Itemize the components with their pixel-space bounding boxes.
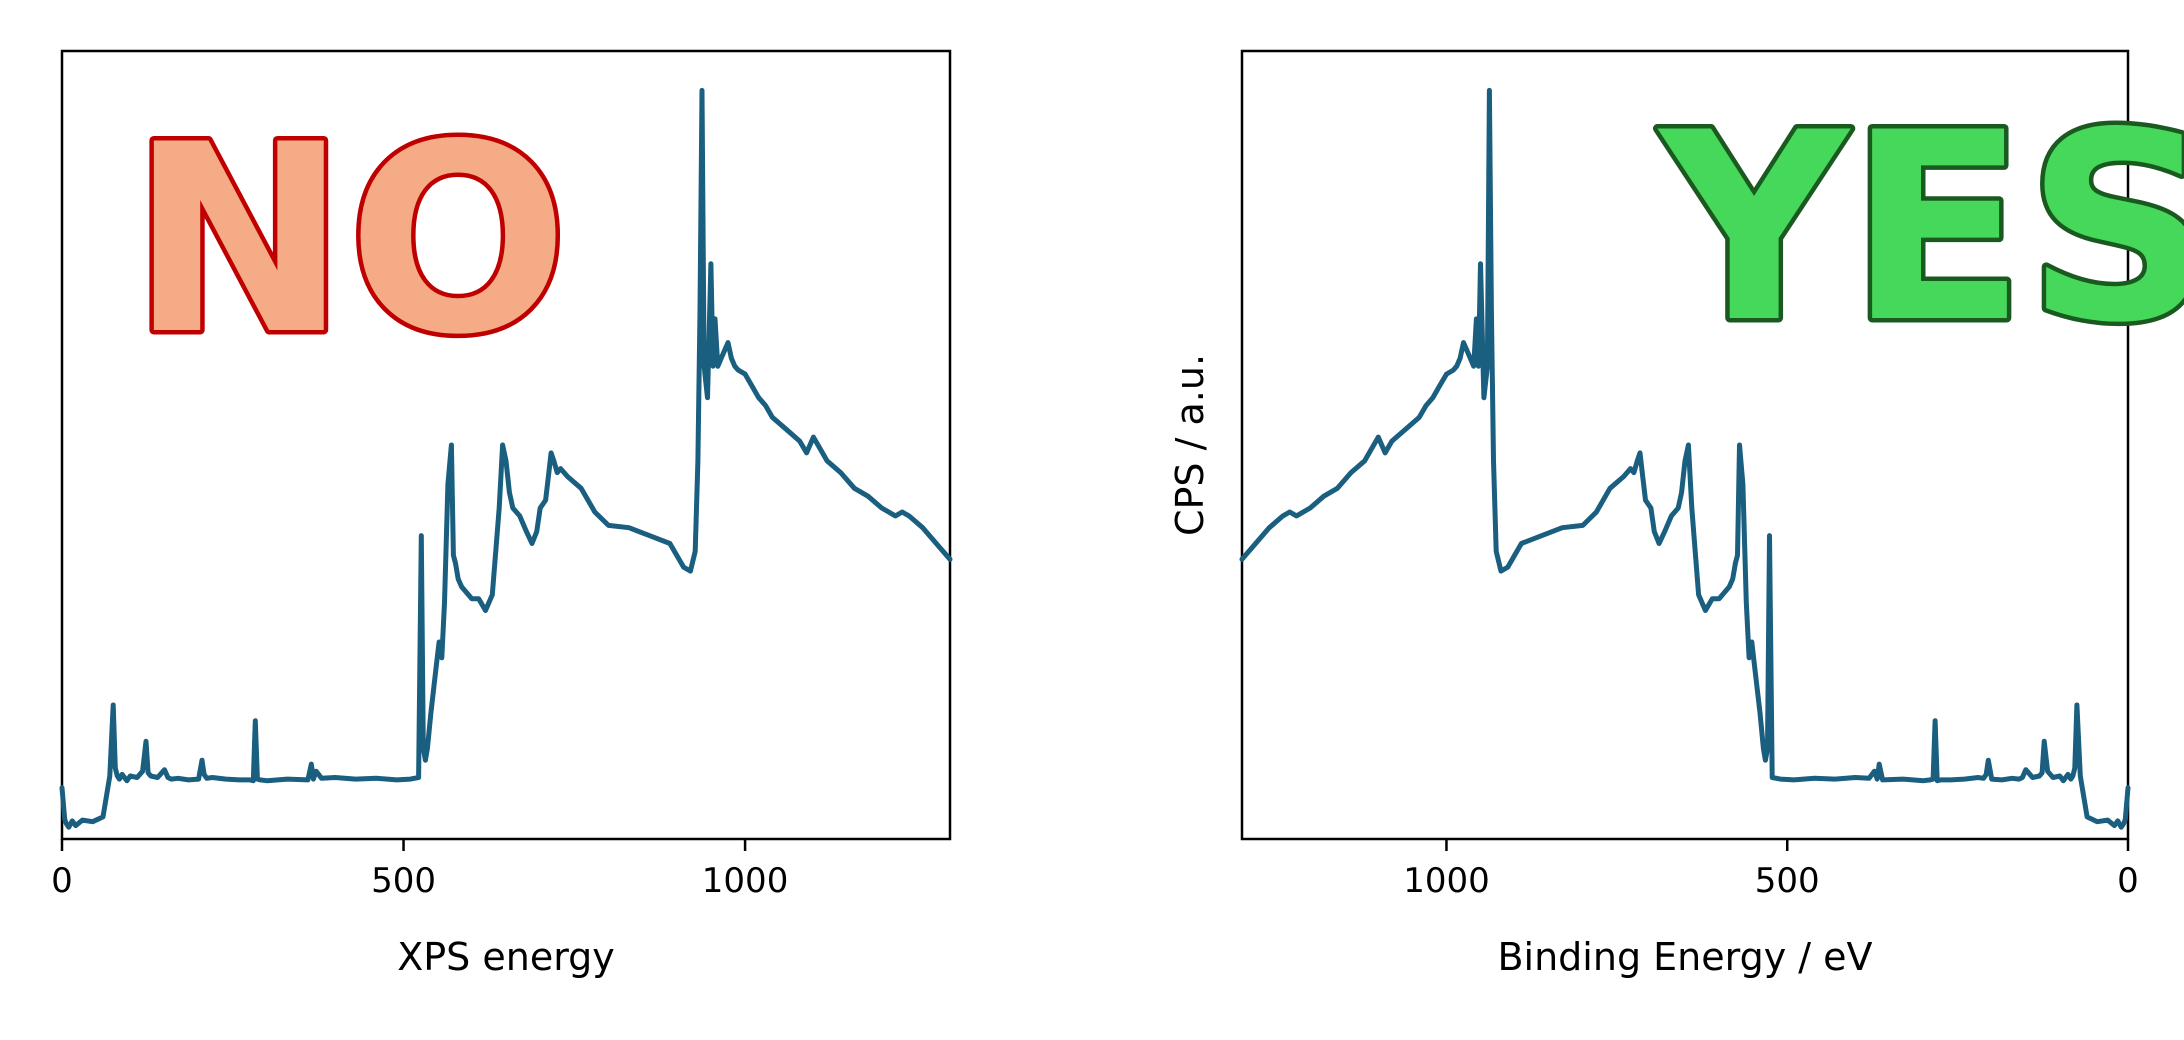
left-spectrum-line	[59, 87, 953, 830]
left-x-ticks: 0 500 1000	[51, 839, 788, 901]
right-x-tick-label: 500	[1755, 861, 1820, 901]
right-x-ticks: 1000 500 0	[1403, 839, 2139, 901]
left-no-stamp: NO	[130, 90, 569, 392]
left-x-tick-label: 500	[371, 861, 436, 901]
left-x-axis-label: XPS energy	[397, 935, 615, 979]
right-yes-stamp: YES	[1656, 78, 2184, 380]
right-spectrum-line	[1239, 87, 2131, 830]
left-x-tick-label: 1000	[702, 861, 789, 901]
right-x-tick-label: 1000	[1403, 861, 1490, 901]
right-x-tick-label: 0	[2117, 861, 2139, 901]
left-x-tick-label: 0	[51, 861, 73, 901]
right-chart-panel: 1000 500 0 YES Binding Energy / eV CPS / a…	[1168, 49, 2184, 979]
right-y-axis-label: CPS / a.u.	[1168, 354, 1212, 536]
right-x-axis-label: Binding Energy / eV	[1497, 935, 1872, 979]
left-chart-panel: 0 500 1000 NO XPS energy	[51, 49, 953, 979]
